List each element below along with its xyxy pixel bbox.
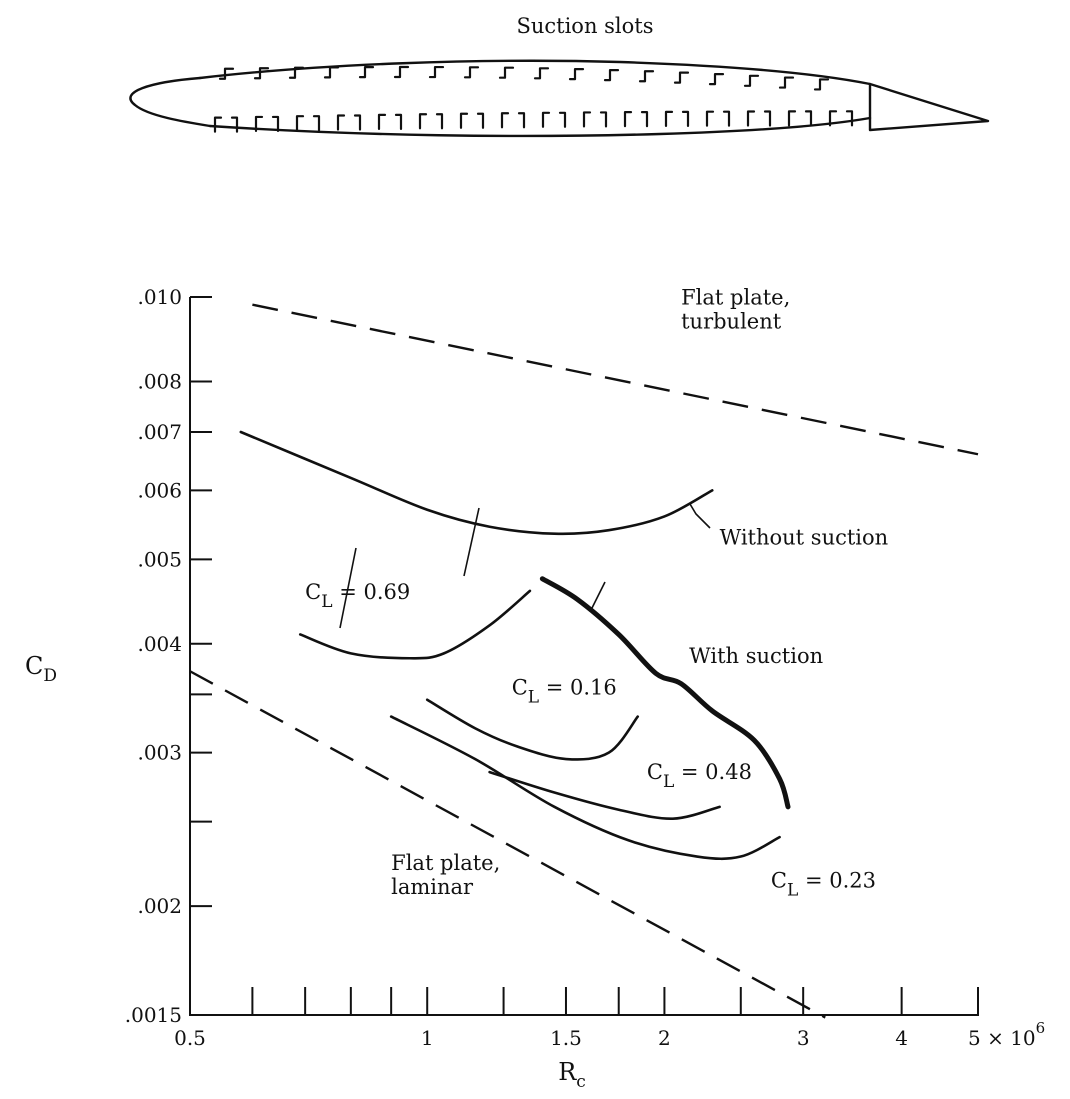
chart-plot: .0015 .002 .003 .004 .005 .006 .007 .008 .010 0.… bbox=[25, 285, 1045, 1092]
y-tick-label: .006 bbox=[137, 478, 182, 502]
lower-slot bbox=[664, 110, 690, 127]
airfoil-upper-surface bbox=[198, 59, 872, 86]
annotation: Flat plate, turbulent bbox=[681, 286, 790, 334]
annotation-layer: Flat plate, turbulent Without suction With … bbox=[305, 286, 888, 901]
x-tick-label: 1 bbox=[421, 1026, 434, 1050]
plot-axes bbox=[189, 297, 979, 1016]
annotation: With suction bbox=[689, 644, 823, 668]
upper-slot bbox=[428, 65, 445, 79]
upper-slot bbox=[673, 71, 690, 84]
lower-slot bbox=[254, 115, 280, 133]
upper-slot bbox=[253, 67, 270, 80]
upper-slot bbox=[708, 73, 725, 86]
x-tick-label: 3 bbox=[797, 1026, 810, 1050]
lower-slot bbox=[705, 110, 731, 127]
lower-slot bbox=[787, 110, 813, 127]
y-tick-label: .002 bbox=[137, 894, 182, 918]
y-axis-ticks: .0015 .002 .003 .004 .005 .006 .007 .008 .010 bbox=[125, 285, 212, 1027]
upper-slot bbox=[743, 74, 760, 87]
lower-slot bbox=[336, 114, 362, 131]
x-tick-label: 4 bbox=[895, 1026, 908, 1050]
series-line bbox=[252, 303, 979, 456]
diagram-caption: Suction slots bbox=[516, 14, 653, 38]
lower-suction-slots bbox=[213, 110, 854, 133]
upper-slot bbox=[603, 68, 620, 82]
lower-slot bbox=[459, 112, 485, 129]
x-axis-title: Rc bbox=[558, 1058, 586, 1092]
series-line bbox=[389, 715, 781, 861]
annotation-leader bbox=[339, 547, 357, 629]
upper-slot bbox=[358, 66, 375, 79]
annotation-leader bbox=[689, 503, 711, 529]
upper-slot bbox=[813, 78, 830, 91]
airfoil-lower-surface bbox=[208, 116, 872, 138]
airfoil-tail-wedge bbox=[868, 82, 990, 132]
lower-slot bbox=[623, 111, 649, 128]
annotation-leader bbox=[589, 581, 606, 613]
y-tick-label: .010 bbox=[137, 285, 182, 309]
x-tick-label: 5 × 106 bbox=[968, 1019, 1045, 1050]
annotation: Flat plate, laminar bbox=[391, 851, 500, 899]
upper-slot bbox=[218, 67, 235, 80]
y-tick-label: .005 bbox=[137, 547, 182, 571]
upper-slot bbox=[288, 66, 305, 79]
series-line bbox=[239, 430, 714, 536]
lower-slot bbox=[500, 112, 526, 129]
upper-slot bbox=[463, 66, 480, 79]
lower-slot bbox=[213, 116, 239, 133]
y-tick-label: .003 bbox=[137, 741, 182, 765]
series-layer bbox=[189, 303, 979, 1019]
airfoil-diagram: Suction slots bbox=[129, 14, 990, 138]
upper-slot bbox=[533, 67, 550, 80]
airfoil-outline bbox=[129, 76, 212, 128]
annotation: CL = 0.69 bbox=[305, 580, 410, 612]
lower-slot bbox=[828, 110, 854, 127]
y-tick-label: .007 bbox=[137, 420, 182, 444]
annotation: CL = 0.48 bbox=[647, 760, 752, 792]
x-tick-label: 0.5 bbox=[174, 1026, 206, 1050]
y-tick-label: .004 bbox=[137, 632, 182, 656]
x-tick-label: 2 bbox=[658, 1026, 671, 1050]
lower-slot bbox=[418, 113, 444, 130]
lower-slot bbox=[582, 111, 608, 128]
upper-slot bbox=[568, 67, 585, 81]
upper-slot bbox=[498, 66, 515, 79]
lower-slot bbox=[377, 113, 403, 130]
series-line bbox=[189, 670, 826, 1019]
lower-slot bbox=[295, 115, 321, 132]
annotation: Without suction bbox=[720, 525, 889, 549]
y-tick-label: .0015 bbox=[125, 1003, 182, 1027]
upper-slot bbox=[638, 70, 655, 83]
y-tick-label: .008 bbox=[137, 369, 182, 393]
series-line bbox=[298, 589, 532, 660]
annotation: CL = 0.23 bbox=[771, 869, 876, 901]
x-axis-ticks: 0.5 1 1.5 2 3 4 5 × 106 bbox=[174, 987, 1045, 1050]
y-axis-title: CD bbox=[25, 652, 57, 686]
upper-slot bbox=[393, 65, 410, 79]
upper-slot bbox=[323, 66, 340, 79]
upper-slot bbox=[778, 76, 795, 89]
series-line bbox=[488, 770, 721, 820]
lower-slot bbox=[746, 110, 772, 127]
upper-suction-slots bbox=[218, 65, 830, 91]
annotation: CL = 0.16 bbox=[512, 675, 617, 707]
series-line bbox=[539, 576, 791, 810]
x-tick-label: 1.5 bbox=[550, 1026, 582, 1050]
series-line bbox=[425, 698, 640, 761]
lower-slot bbox=[541, 111, 567, 128]
annotation-leader bbox=[463, 507, 480, 577]
